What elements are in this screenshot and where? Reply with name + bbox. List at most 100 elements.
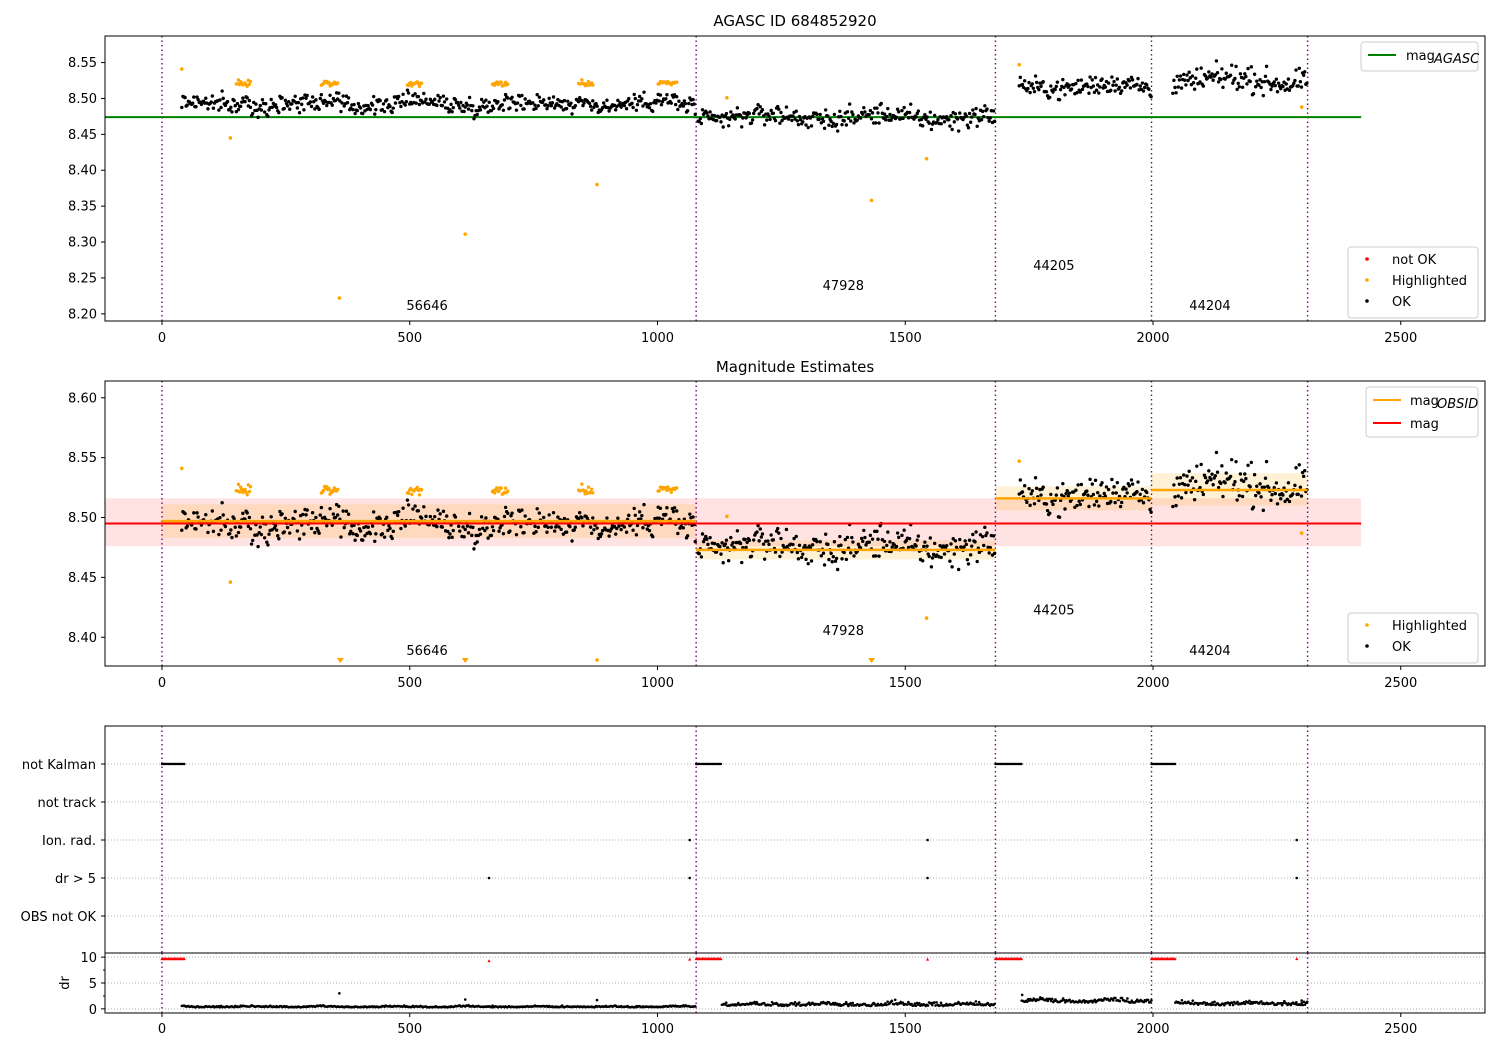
dr-point: [1243, 1002, 1247, 1006]
data-point-ok: [1055, 486, 1060, 490]
data-point-ok: [795, 550, 800, 555]
data-point-ok: [1234, 64, 1238, 69]
y-tick-label: 8.35: [68, 200, 97, 215]
data-point-highlighted: [499, 486, 503, 490]
data-point-ok: [283, 516, 288, 520]
dr-point: [934, 1004, 937, 1007]
data-point-ok: [220, 501, 224, 505]
data-point-ok: [470, 108, 474, 113]
data-point-ok: [1178, 476, 1183, 480]
data-point-ok: [633, 513, 637, 518]
data-point-ok: [484, 98, 488, 102]
data-point-ok: [1177, 482, 1182, 486]
data-point-ok: [1293, 78, 1297, 83]
data-point-ok: [592, 105, 596, 109]
data-point-ok: [295, 106, 300, 110]
highlighted-outlier: [463, 232, 468, 236]
data-point-ok: [447, 535, 451, 540]
data-point-ok: [260, 515, 265, 519]
data-point-ok: [542, 98, 546, 102]
x-tick-label: 2500: [1384, 1022, 1417, 1037]
data-point-ok: [1206, 76, 1210, 80]
data-point-ok: [1098, 85, 1102, 89]
panel-flags: not Kalman not track Ion. rad. dr > 5 OBS no…: [21, 725, 1486, 954]
data-point-ok: [310, 511, 315, 515]
data-point-ok: [735, 106, 740, 110]
data-point-ok: [523, 97, 527, 101]
data-point-ok: [414, 101, 418, 105]
data-point-ok: [1236, 81, 1240, 86]
data-point-ok: [671, 509, 676, 514]
data-point-ok: [681, 104, 685, 108]
data-point-ok: [233, 525, 237, 529]
data-point-ok: [685, 109, 690, 113]
data-point-ok: [1273, 491, 1277, 496]
x-tick-label: 1500: [889, 331, 922, 346]
obsid-label: 47928: [823, 279, 864, 294]
data-point-ok: [450, 535, 454, 540]
data-point-ok: [204, 96, 208, 100]
data-point-ok: [405, 498, 410, 502]
data-point-ok: [1096, 490, 1100, 495]
data-point-ok: [1064, 491, 1068, 496]
data-point-ok: [1022, 79, 1027, 83]
data-point-ok: [849, 119, 853, 123]
dr-point: [1248, 999, 1251, 1003]
data-point-ok: [562, 98, 567, 103]
data-point-ok: [1257, 491, 1261, 495]
data-point-ok: [744, 545, 748, 550]
data-point-ok: [501, 108, 506, 113]
data-point-ok: [1299, 85, 1304, 89]
highlighted-outlier: [1017, 459, 1022, 464]
dr-point: [693, 1005, 697, 1008]
data-point-ok: [778, 121, 782, 125]
data-point-ok: [1176, 85, 1180, 89]
data-point-ok: [1252, 72, 1257, 76]
data-point-ok: [328, 506, 332, 511]
dr-point: [1230, 1001, 1234, 1005]
data-point-ok: [858, 116, 863, 120]
data-point-ok: [438, 512, 442, 516]
data-point-ok: [850, 110, 854, 114]
dr-point: [1191, 999, 1195, 1002]
data-point-ok: [318, 513, 322, 517]
data-point-highlighted: [591, 491, 595, 495]
data-point-ok: [1085, 489, 1089, 493]
data-point-ok: [405, 88, 410, 92]
data-point-ok: [1184, 490, 1188, 495]
legend-marker: [1365, 644, 1369, 648]
data-point-ok: [1299, 494, 1304, 498]
data-point-ok: [480, 526, 485, 530]
data-point-ok: [1119, 89, 1124, 93]
data-point-ok: [183, 511, 187, 516]
data-point-ok: [784, 105, 789, 109]
data-point-ok: [496, 100, 500, 104]
data-point-ok: [1175, 476, 1179, 480]
flag-point-dr-gt5: [487, 876, 491, 880]
chart-title-magnitude-estimates: Magnitude Estimates: [716, 358, 874, 376]
data-point-ok: [413, 92, 417, 96]
data-point-ok: [1213, 73, 1218, 77]
data-point-ok: [982, 543, 986, 548]
data-point-ok: [283, 98, 288, 103]
category-label: Ion. rad.: [42, 834, 96, 849]
data-point-highlighted: [591, 83, 595, 87]
data-point-ok: [724, 111, 729, 116]
data-point-ok: [750, 118, 755, 122]
dr-point: [851, 1001, 855, 1005]
legend-status-2-box: [1347, 612, 1479, 664]
data-point-ok: [838, 109, 842, 113]
data-point-ok: [264, 102, 268, 106]
dr-point: [1302, 1000, 1306, 1004]
data-point-ok: [743, 537, 747, 542]
data-point-ok: [758, 105, 762, 109]
data-point-highlighted: [492, 491, 497, 495]
data-point-ok: [221, 96, 225, 101]
dr-point: [1180, 999, 1184, 1002]
data-point-ok: [700, 532, 705, 536]
data-point-ok: [803, 543, 807, 548]
data-point-ok: [400, 99, 404, 104]
data-point-ok: [982, 114, 986, 119]
data-point-ok: [1027, 80, 1031, 85]
data-point-ok: [1078, 502, 1082, 507]
